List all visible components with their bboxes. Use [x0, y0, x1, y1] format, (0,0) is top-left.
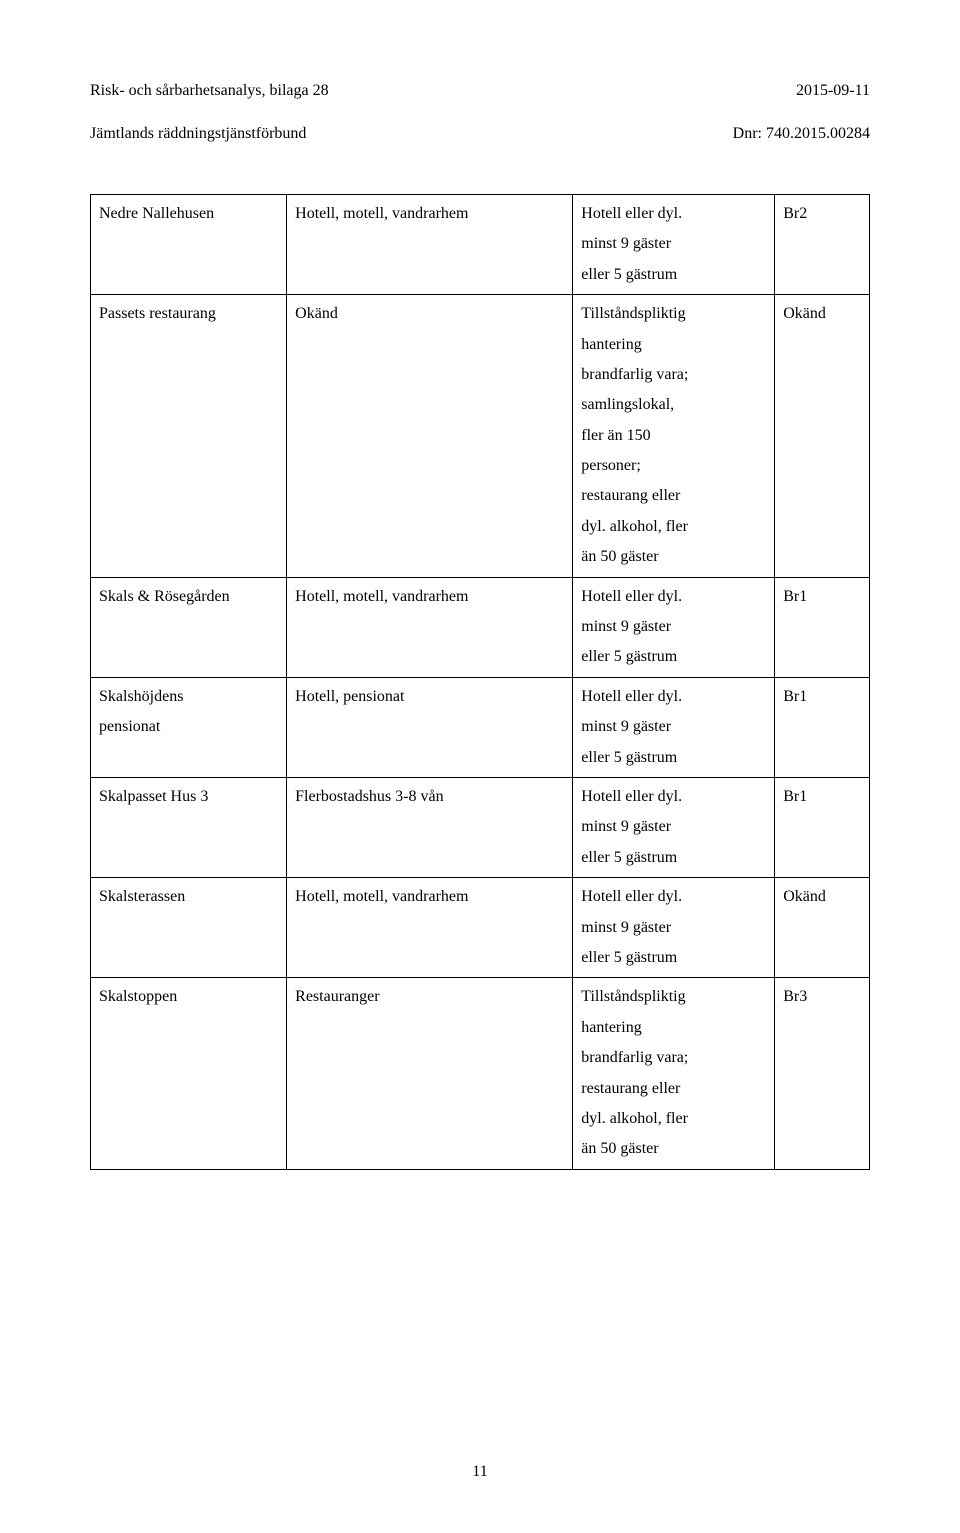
table-cell: Hotell eller dyl.minst 9 gästereller 5 g… [573, 878, 775, 978]
cell-line: Skalstoppen [99, 982, 278, 1012]
table-cell: Passets restaurang [91, 295, 287, 578]
cell-line: hantering [581, 1013, 766, 1043]
table-cell: Hotell, pensionat [287, 677, 573, 777]
cell-line: Tillståndspliktig [581, 299, 766, 329]
table-body: Nedre Nallehusen Hotell, motell, vandrarh… [91, 194, 870, 1169]
cell-line: samlingslokal, [581, 390, 766, 420]
cell-line: minst 9 gäster [581, 812, 766, 842]
cell-line: restaurang eller [581, 481, 766, 511]
table-row: Nedre Nallehusen Hotell, motell, vandrarh… [91, 194, 870, 294]
cell-line: Br1 [783, 682, 861, 712]
cell-line: Okänd [783, 299, 861, 329]
cell-line: Passets restaurang [99, 299, 278, 329]
cell-line: Hotell, motell, vandrarhem [295, 582, 564, 612]
table-cell: Br1 [775, 677, 870, 777]
table-row: Skalsterassen Hotell, motell, vandrarhem H… [91, 878, 870, 978]
table-cell: Skalshöjdenspensionat [91, 677, 287, 777]
table-cell: Hotell, motell, vandrarhem [287, 194, 573, 294]
cell-line: Hotell eller dyl. [581, 199, 766, 229]
cell-line: Flerbostadshus 3-8 vån [295, 782, 564, 812]
cell-line: än 50 gäster [581, 542, 766, 572]
cell-line: än 50 gäster [581, 1134, 766, 1164]
table-cell: Skalsterassen [91, 878, 287, 978]
table-row: Passets restaurang Okänd Tillståndspliktig… [91, 295, 870, 578]
header-right-line2: Dnr: 740.2015.00284 [733, 123, 870, 145]
cell-line: Hotell, pensionat [295, 682, 564, 712]
table-cell: Okänd [775, 295, 870, 578]
cell-line: Tillståndspliktig [581, 982, 766, 1012]
cell-line: brandfarlig vara; [581, 1043, 766, 1073]
table-row: Skalpasset Hus 3 Flerbostadshus 3-8 vån Ho… [91, 778, 870, 878]
cell-line: Okänd [295, 299, 564, 329]
table-cell: Okänd [775, 878, 870, 978]
table-cell: Restauranger [287, 978, 573, 1169]
cell-line: Nedre Nallehusen [99, 199, 278, 229]
table-cell: Tillståndspliktighanteringbrandfarlig va… [573, 295, 775, 578]
cell-line: Skals & Rösegården [99, 582, 278, 612]
cell-line: Skalsterassen [99, 882, 278, 912]
data-table: Nedre Nallehusen Hotell, motell, vandrarh… [90, 194, 870, 1170]
table-cell: Hotell, motell, vandrarhem [287, 577, 573, 677]
page-header: Risk- och sårbarhetsanalys, bilaga 28 Jä… [90, 58, 870, 166]
table-cell: Okänd [287, 295, 573, 578]
cell-line: eller 5 gästrum [581, 260, 766, 290]
header-right: 2015-09-11 Dnr: 740.2015.00284 [733, 58, 870, 166]
cell-line: Hotell eller dyl. [581, 882, 766, 912]
cell-line: Br1 [783, 582, 861, 612]
cell-line: Okänd [783, 882, 861, 912]
table-row: Skalshöjdenspensionat Hotell, pensionat Ho… [91, 677, 870, 777]
cell-line: minst 9 gäster [581, 229, 766, 259]
table-cell: Tillståndspliktighanteringbrandfarlig va… [573, 978, 775, 1169]
table-cell: Skalpasset Hus 3 [91, 778, 287, 878]
table-cell: Br3 [775, 978, 870, 1169]
table-cell: Hotell eller dyl.minst 9 gästereller 5 g… [573, 194, 775, 294]
table-cell: Hotell eller dyl.minst 9 gästereller 5 g… [573, 677, 775, 777]
cell-line: Br1 [783, 782, 861, 812]
table-cell: Hotell, motell, vandrarhem [287, 878, 573, 978]
cell-line: minst 9 gäster [581, 712, 766, 742]
cell-line: Hotell, motell, vandrarhem [295, 199, 564, 229]
table-cell: Hotell eller dyl.minst 9 gästereller 5 g… [573, 577, 775, 677]
cell-line: Skalshöjdens [99, 682, 278, 712]
cell-line: minst 9 gäster [581, 913, 766, 943]
cell-line: Hotell eller dyl. [581, 582, 766, 612]
table-row: Skalstoppen Restauranger Tillståndspliktig… [91, 978, 870, 1169]
header-right-line1: 2015-09-11 [733, 80, 870, 102]
table-cell: Nedre Nallehusen [91, 194, 287, 294]
header-left: Risk- och sårbarhetsanalys, bilaga 28 Jä… [90, 58, 329, 166]
cell-line: Hotell eller dyl. [581, 782, 766, 812]
cell-line: Hotell eller dyl. [581, 682, 766, 712]
cell-line: personer; [581, 451, 766, 481]
cell-line: pensionat [99, 712, 278, 742]
cell-line: eller 5 gästrum [581, 943, 766, 973]
cell-line: dyl. alkohol, fler [581, 512, 766, 542]
header-left-line2: Jämtlands räddningstjänstförbund [90, 123, 329, 145]
table-row: Skals & Rösegården Hotell, motell, vandra… [91, 577, 870, 677]
header-left-line1: Risk- och sårbarhetsanalys, bilaga 28 [90, 80, 329, 102]
cell-line: eller 5 gästrum [581, 642, 766, 672]
cell-line: Br2 [783, 199, 861, 229]
cell-line: minst 9 gäster [581, 612, 766, 642]
table-cell: Skals & Rösegården [91, 577, 287, 677]
page-number: 11 [0, 1463, 960, 1481]
cell-line: dyl. alkohol, fler [581, 1104, 766, 1134]
table-cell: Br2 [775, 194, 870, 294]
document-page: Risk- och sårbarhetsanalys, bilaga 28 Jä… [0, 0, 960, 1533]
cell-line: Restauranger [295, 982, 564, 1012]
cell-line: restaurang eller [581, 1074, 766, 1104]
cell-line: eller 5 gästrum [581, 743, 766, 773]
table-cell: Flerbostadshus 3-8 vån [287, 778, 573, 878]
table-cell: Br1 [775, 577, 870, 677]
cell-line: hantering [581, 330, 766, 360]
table-cell: Skalstoppen [91, 978, 287, 1169]
cell-line: brandfarlig vara; [581, 360, 766, 390]
cell-line: eller 5 gästrum [581, 843, 766, 873]
cell-line: Hotell, motell, vandrarhem [295, 882, 564, 912]
table-cell: Br1 [775, 778, 870, 878]
cell-line: Br3 [783, 982, 861, 1012]
cell-line: Skalpasset Hus 3 [99, 782, 278, 812]
cell-line: fler än 150 [581, 421, 766, 451]
table-cell: Hotell eller dyl.minst 9 gästereller 5 g… [573, 778, 775, 878]
